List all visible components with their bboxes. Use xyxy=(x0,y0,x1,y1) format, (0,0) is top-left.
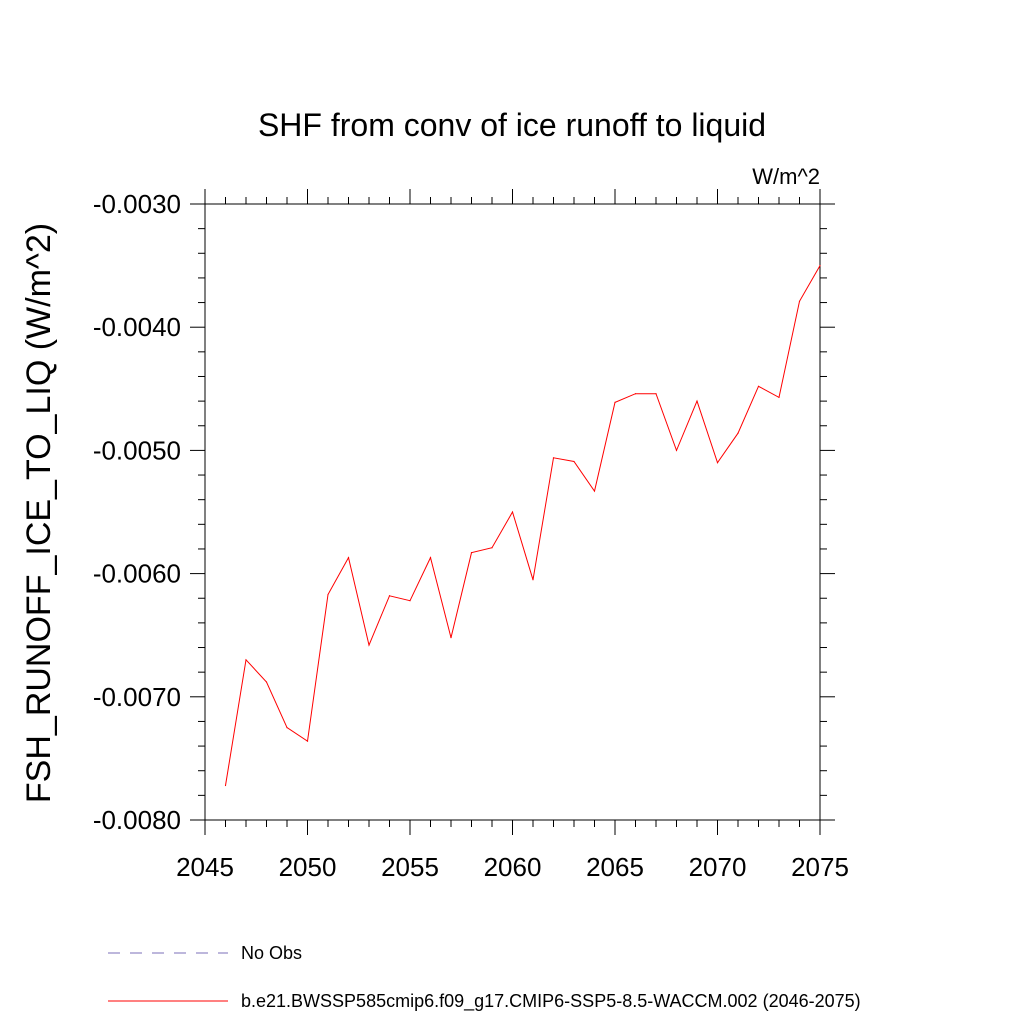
data-point xyxy=(593,490,596,492)
x-tick-label: 2060 xyxy=(484,852,542,882)
x-tick-label: 2070 xyxy=(689,852,747,882)
data-point xyxy=(614,401,616,403)
data-point xyxy=(716,462,719,464)
data-point xyxy=(265,681,268,683)
legend-label-model: b.e21.BWSSP585cmip6.f09_g17.CMIP6-SSP5-8… xyxy=(241,991,861,1012)
data-point xyxy=(306,740,309,742)
data-point xyxy=(532,579,534,581)
data-point xyxy=(737,432,739,434)
data-point xyxy=(757,385,760,387)
data-point xyxy=(347,556,350,559)
x-tick-label: 2055 xyxy=(381,852,439,882)
legend-label-no-obs: No Obs xyxy=(241,943,302,963)
data-point xyxy=(245,659,247,661)
y-tick-label: -0.0080 xyxy=(93,805,181,835)
units-label: W/m^2 xyxy=(752,164,820,189)
y-tick-label: -0.0050 xyxy=(93,435,181,465)
x-tick-label: 2045 xyxy=(176,852,234,882)
data-point xyxy=(655,393,657,395)
y-tick-label: -0.0040 xyxy=(93,312,181,342)
series-line-0 xyxy=(225,265,821,786)
data-point xyxy=(327,593,329,596)
y-tick-label: -0.0060 xyxy=(93,559,181,589)
legend: No Obs b.e21.BWSSP585cmip6.f09_g17.CMIP6… xyxy=(108,943,861,1012)
data-point xyxy=(634,393,637,395)
data-point xyxy=(511,511,514,513)
data-point xyxy=(675,449,678,451)
data-point xyxy=(798,300,801,302)
data-point xyxy=(573,460,575,463)
data-point xyxy=(224,784,227,787)
data-point xyxy=(450,637,452,639)
data-point xyxy=(491,547,493,549)
x-tick-label: 2075 xyxy=(791,852,849,882)
plot-axes: 2045 2050 2055 2060 2065 2070 2075 -0.0080 -0.00… xyxy=(93,189,849,882)
data-point xyxy=(388,595,391,597)
series-layer xyxy=(224,265,821,787)
data-point xyxy=(778,396,780,399)
data-point xyxy=(696,400,698,402)
x-tick-label: 2050 xyxy=(279,852,337,882)
y-axis-label: FSH_RUNOFF_ICE_TO_LIQ (W/m^2) xyxy=(20,223,58,803)
y-tick-label: -0.0070 xyxy=(93,682,181,712)
data-point xyxy=(286,727,288,729)
data-point xyxy=(470,552,473,554)
x-tick-label: 2065 xyxy=(586,852,644,882)
data-point xyxy=(409,600,411,602)
chart-title: SHF from conv of ice runoff to liquid xyxy=(258,107,766,143)
data-point xyxy=(429,556,432,559)
data-point xyxy=(552,457,555,459)
data-point xyxy=(368,644,370,646)
data-point xyxy=(819,265,821,267)
y-tick-label: -0.0030 xyxy=(93,189,181,219)
